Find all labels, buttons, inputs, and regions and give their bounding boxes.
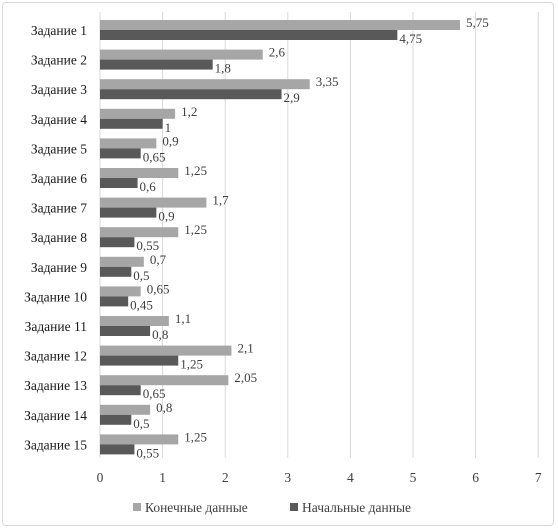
- bar-final: [100, 79, 310, 90]
- x-tick-label: 1: [159, 470, 166, 485]
- bar-initial: [100, 118, 163, 129]
- data-label-initial: 0,65: [143, 386, 166, 401]
- bar-initial: [100, 178, 138, 188]
- data-label-final: 2,1: [237, 341, 253, 356]
- data-labels: 5,754,752,61,83,352,91,210,90,651,250,61…: [130, 15, 489, 460]
- bar-initial: [100, 59, 213, 70]
- bar-final: [100, 108, 176, 119]
- category-label: Задание 5: [31, 141, 87, 156]
- data-label-initial: 0,45: [130, 297, 153, 312]
- data-label-initial: 0,8: [152, 327, 168, 342]
- bars: [100, 20, 460, 455]
- data-label-initial: 1: [165, 120, 172, 135]
- bar-initial: [100, 385, 141, 396]
- x-tick-label: 6: [472, 470, 479, 485]
- legend-swatch: [290, 503, 298, 511]
- bar-initial: [100, 148, 141, 159]
- category-label: Задание 9: [31, 260, 87, 275]
- data-label-initial: 1,25: [180, 357, 203, 372]
- data-label-final: 1,25: [184, 163, 207, 178]
- data-label-final: 1,25: [184, 429, 207, 444]
- bar-final: [100, 138, 157, 149]
- category-label: Задание 4: [31, 112, 87, 127]
- data-label-final: 5,75: [466, 15, 489, 30]
- bar-initial: [100, 30, 398, 40]
- data-label-initial: 0,55: [136, 445, 159, 460]
- data-label-initial: 0,65: [143, 149, 166, 164]
- bar-initial: [100, 207, 157, 218]
- bar-initial: [100, 89, 282, 100]
- data-label-initial: 1,8: [215, 61, 231, 76]
- bar-initial: [100, 355, 179, 366]
- data-label-final: 1,25: [184, 222, 207, 237]
- category-label: Задание 13: [24, 378, 87, 393]
- category-label: Задание 8: [31, 230, 87, 245]
- x-tick-labels: 0 1 2 3 4 5 6 7: [97, 470, 542, 485]
- data-label-final: 1,7: [212, 193, 229, 208]
- legend-swatch: [133, 503, 141, 511]
- data-label-final: 0,9: [162, 133, 178, 148]
- category-label: Задание 12: [24, 349, 87, 364]
- x-tick-label: 4: [347, 470, 354, 485]
- category-label: Задание 7: [31, 201, 87, 216]
- category-label: Задание 11: [25, 319, 87, 334]
- data-label-initial: 4,75: [399, 31, 422, 46]
- data-label-final: 1,1: [175, 311, 191, 326]
- bar-final: [100, 49, 263, 60]
- data-label-final: 2,6: [269, 45, 286, 60]
- legend-label: Конечные данные: [145, 500, 248, 515]
- bar-final: [100, 20, 460, 30]
- category-label: Задание 14: [24, 408, 87, 423]
- x-tick-label: 0: [97, 470, 104, 485]
- data-label-final: 1,2: [181, 104, 197, 119]
- data-label-final: 0,65: [147, 281, 170, 296]
- data-label-initial: 0,5: [133, 416, 149, 431]
- bar-final: [100, 168, 179, 178]
- bar-final: [100, 345, 232, 356]
- category-label: Задание 6: [31, 171, 87, 186]
- x-tick-label: 7: [535, 470, 542, 485]
- bar-final: [100, 375, 229, 386]
- data-label-final: 3,35: [316, 74, 339, 89]
- bar-initial: [100, 266, 132, 277]
- bar-initial: [100, 296, 129, 307]
- category-label: Задание 10: [24, 289, 87, 304]
- x-tick-label: 2: [222, 470, 229, 485]
- legend: Конечные данные Начальные данные: [133, 500, 411, 515]
- bar-initial: [100, 237, 135, 248]
- data-label-final: 0,8: [156, 400, 172, 415]
- bar-final: [100, 316, 169, 326]
- bar-initial: [100, 414, 132, 425]
- category-label: Задание 15: [24, 437, 87, 452]
- data-label-final: 0,7: [150, 252, 167, 267]
- bar-final: [100, 404, 151, 415]
- category-label: Задание 3: [31, 82, 87, 97]
- x-tick-label: 3: [284, 470, 291, 485]
- category-labels: Задание 1 Задание 2 Задание 3 Задание 4 Зада…: [24, 23, 87, 452]
- data-label-final: 2,05: [234, 370, 257, 385]
- data-label-initial: 0,9: [158, 209, 174, 224]
- bar-final: [100, 286, 141, 297]
- bar-initial: [100, 444, 135, 455]
- data-label-initial: 0,55: [136, 238, 159, 253]
- bar-initial: [100, 326, 151, 336]
- legend-label: Начальные данные: [302, 500, 411, 515]
- data-label-initial: 0,5: [133, 268, 149, 283]
- x-tick-label: 5: [410, 470, 417, 485]
- data-label-initial: 0,6: [140, 179, 157, 194]
- category-label: Задание 1: [31, 23, 87, 38]
- bar-final: [100, 227, 179, 238]
- bar-final: [100, 434, 179, 445]
- category-label: Задание 2: [31, 53, 87, 68]
- bar-final: [100, 197, 207, 208]
- data-label-initial: 2,9: [284, 90, 300, 105]
- bar-final: [100, 256, 144, 267]
